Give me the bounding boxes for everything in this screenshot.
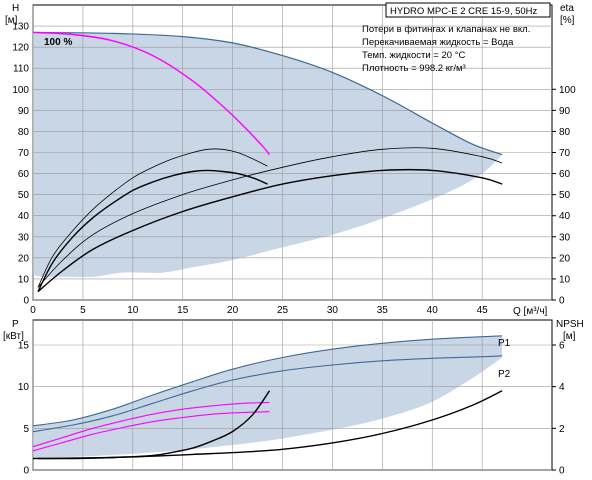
note-liquid: Перекачиваемая жидкость = Вода bbox=[362, 37, 514, 48]
head-panel-y2-tick-label: 90 bbox=[559, 106, 571, 117]
x-tick-label: 45 bbox=[477, 305, 489, 316]
head-panel-y-tick-label: 70 bbox=[18, 148, 30, 159]
head-plot-area bbox=[32, 4, 553, 301]
series-p2-upper bbox=[32, 355, 503, 433]
head-panel-y-tick-label: 40 bbox=[18, 211, 30, 222]
y2-axis-label-npsh-l1: NPSH bbox=[556, 319, 584, 330]
note-density: Плотность = 998.2 кг/м³ bbox=[362, 63, 466, 74]
y-axis-label-power-l1: P bbox=[12, 319, 19, 330]
head-panel-y-tick-label: 130 bbox=[12, 22, 29, 33]
chart-marks bbox=[32, 31, 503, 460]
power-panel-y-tick-label: 0 bbox=[23, 466, 29, 477]
series-p2-single-pump bbox=[32, 411, 270, 452]
head-panel-y-tick-label: 10 bbox=[18, 274, 30, 285]
y2-axis-label-npsh-l2: [м] bbox=[563, 331, 576, 342]
y2-axis-label-npsh: NPSH [м] bbox=[556, 319, 584, 342]
head-panel-y2-tick-label: 50 bbox=[559, 190, 571, 201]
y2-axis-label-eta-l2: [%] bbox=[560, 15, 575, 26]
title-box bbox=[385, 2, 551, 18]
y-axis-label-power: P [кВт] bbox=[3, 319, 24, 342]
x-tick-label: 35 bbox=[377, 305, 389, 316]
head-panel-y2-tick-label: 80 bbox=[559, 127, 571, 138]
head-panel-y-tick-label: 120 bbox=[12, 43, 29, 54]
x-tick-label: 10 bbox=[127, 305, 139, 316]
y-axis-label-head: H [м] bbox=[5, 3, 19, 26]
y-axis-label-power-l2: [кВт] bbox=[3, 331, 24, 342]
x-tick-label: 30 bbox=[327, 305, 339, 316]
head-panel-y-tick-label: 90 bbox=[18, 106, 30, 117]
axis-ticks: 0102030405060708090100110120130010203040… bbox=[12, 22, 576, 477]
label-p2: P2 bbox=[498, 369, 511, 380]
head-panel-y2-tick-label: 40 bbox=[559, 211, 571, 222]
power-panel-envelope bbox=[33, 335, 503, 458]
annotation-100-percent: 100 % bbox=[44, 37, 72, 48]
power-panel-y-tick-label: 5 bbox=[23, 424, 29, 435]
power-panel-y2-tick-label: 6 bbox=[559, 341, 565, 352]
head-panel-y2-tick-label: 100 bbox=[559, 85, 576, 96]
series-p1-single-pump bbox=[32, 401, 270, 448]
label-p1: P1 bbox=[498, 338, 511, 349]
power-panel-y-tick-label: 15 bbox=[18, 341, 30, 352]
series-head-single-pump bbox=[37, 148, 268, 288]
chart-title: HYDRO MPC-E 2 CRE 15-9, 50Hz bbox=[390, 6, 538, 17]
head-panel-y2-tick-label: 60 bbox=[559, 169, 571, 180]
series-npsh-two-pumps bbox=[32, 390, 503, 460]
series-p1-upper bbox=[32, 335, 503, 427]
y2-axis-label-eta-l1: eta bbox=[560, 3, 574, 14]
head-panel-y-tick-label: 60 bbox=[18, 169, 30, 180]
y2-axis-label-eta: eta [%] bbox=[560, 3, 575, 26]
series-head-100 bbox=[32, 31, 271, 156]
x-tick-label: 0 bbox=[30, 305, 36, 316]
head-panel-y2-tick-label: 30 bbox=[559, 232, 571, 243]
head-panel-y-tick-label: 50 bbox=[18, 190, 30, 201]
head-panel-y-tick-label: 100 bbox=[12, 85, 29, 96]
head-envelope-upper-edge bbox=[32, 31, 503, 156]
head-panel-y2-tick-label: 20 bbox=[559, 253, 571, 264]
power-panel-y-tick-label: 10 bbox=[18, 382, 30, 393]
x-tick-label: 15 bbox=[177, 305, 189, 316]
head-panel-y2-tick-label: 70 bbox=[559, 148, 571, 159]
y-axis-label-head-l2: [м] bbox=[5, 15, 18, 26]
head-panel-y2-tick-label: 10 bbox=[559, 274, 571, 285]
x-tick-label: 25 bbox=[277, 305, 289, 316]
note-temperature: Темп. жидкости = 20 °C bbox=[362, 50, 465, 61]
head-panel-y-tick-label: 80 bbox=[18, 127, 30, 138]
note-fitting-loss: Потери в фитингах и клапанах не вкл. bbox=[362, 24, 530, 35]
power-panel-y2-tick-label: 0 bbox=[559, 466, 565, 477]
power-panel-y2-tick-label: 4 bbox=[559, 382, 565, 393]
head-panel-y-tick-label: 110 bbox=[13, 64, 29, 75]
power-panel-y2-tick-label: 2 bbox=[559, 424, 565, 435]
series-eta-single-pump bbox=[37, 169, 268, 292]
x-tick-label: 40 bbox=[427, 305, 439, 316]
series-head-two-pumps bbox=[37, 147, 503, 288]
y-axis-label-head-l1: H bbox=[12, 3, 19, 14]
x-tick-label: 5 bbox=[80, 305, 86, 316]
series-eta-two-pumps bbox=[37, 168, 503, 293]
head-panel-y-tick-label: 0 bbox=[23, 296, 29, 307]
x-tick-label: 20 bbox=[227, 305, 239, 316]
power-plot-area bbox=[32, 319, 553, 471]
head-panel-y2-tick-label: 0 bbox=[559, 296, 565, 307]
head-panel-y-tick-label: 30 bbox=[18, 232, 30, 243]
head-panel-y-tick-label: 20 bbox=[18, 253, 30, 264]
x-axis-label-top: Q [м³/ч] bbox=[513, 306, 548, 317]
